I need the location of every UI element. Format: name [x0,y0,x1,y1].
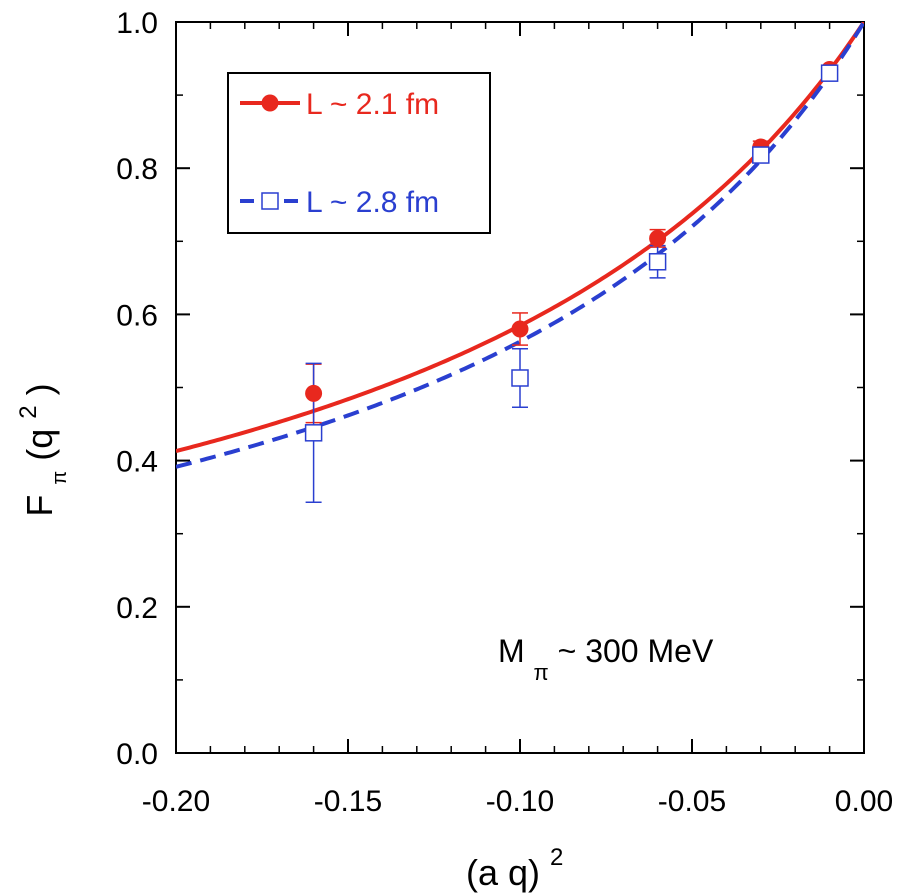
x-tick-label: -0.05 [658,785,726,818]
legend-marker-series-1 [261,94,279,112]
data-point-series-1 [305,384,323,402]
fit-curve-series-2 [176,22,864,469]
tick-labels: -0.20 -0.15 -0.10 -0.05 0.00 0.0 0.2 0.4 0.6 0.8 1… [116,7,893,818]
legend-label-series-1: L ~ 2.1 fm [306,88,439,121]
data-point-series-1 [511,320,529,338]
data-point-series-1 [649,229,667,247]
data-point-series-2 [511,369,529,387]
legend-label-series-2: L ~ 2.8 fm [306,186,439,219]
y-tick-label: 0.2 [116,592,158,625]
data-point-series-2 [648,253,667,271]
x-axis-title: (a q) 2 [466,844,563,893]
data-point-series-2 [820,64,839,82]
x-tick-label: -0.10 [486,785,554,818]
legend-marker-series-2 [261,192,279,210]
data-markers [304,61,839,442]
y-tick-label: 0.4 [116,446,158,479]
y-axis-title: F π (q 2 ) [3,383,74,516]
legend: L ~ 2.1 fm L ~ 2.8 fm [227,72,491,234]
y-tick-label: 0.0 [116,738,158,771]
x-tick-label: -0.20 [142,785,210,818]
x-tick-label: -0.15 [314,785,382,818]
mass-annotation: M π ~ 300 MeV [498,633,714,687]
axis-ticks [175,21,865,754]
y-tick-label: 0.8 [116,153,158,186]
data-point-series-2 [304,424,323,442]
x-tick-label: 0.00 [835,785,893,818]
y-tick-label: 1.0 [116,7,158,40]
data-point-series-2 [752,146,770,164]
y-tick-label: 0.6 [116,299,158,332]
